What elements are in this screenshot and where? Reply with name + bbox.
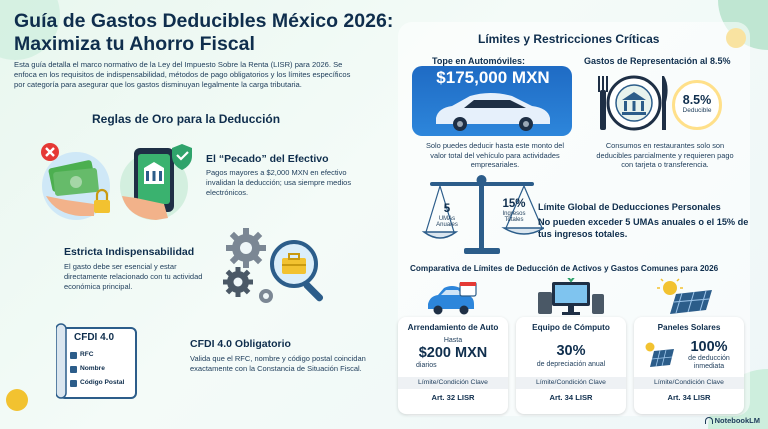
knife-icon bbox=[662, 76, 668, 130]
rule-cash-title: El “Pecado” del Efectivo bbox=[206, 153, 329, 165]
representation-badge-label: Deducible bbox=[682, 107, 712, 114]
rule-cfdi-title: CFDI 4.0 Obligatorio bbox=[190, 338, 291, 350]
lock-icon bbox=[94, 188, 110, 213]
card-title: Arrendamiento de Auto bbox=[407, 323, 499, 332]
auto-limit-text: Solo puedes deducir hasta este monto del… bbox=[425, 141, 565, 170]
card-note: Límite/Condición Clave bbox=[398, 377, 508, 389]
rule-indispensable-text: El gasto debe ser esencial y estar direc… bbox=[64, 262, 203, 291]
balance-scale-icon bbox=[421, 175, 544, 254]
gear-icon bbox=[223, 267, 253, 297]
gear-icon bbox=[259, 289, 273, 303]
calendar-icon bbox=[459, 282, 477, 297]
brand-logo-icon bbox=[704, 417, 713, 424]
card-article: Art. 32 LISR bbox=[431, 393, 475, 402]
cfdi-doc-title: CFDI 4.0 bbox=[74, 332, 115, 343]
brand-logo: NotebookLM bbox=[704, 416, 760, 425]
auto-limit-amount: $175,000 MXN bbox=[436, 68, 550, 87]
scale-right: 15% Ingresos Totales bbox=[496, 198, 532, 224]
gears-briefcase-illustration bbox=[223, 228, 324, 303]
cfdi-field-rfc: RFC bbox=[80, 351, 94, 358]
card-pre: Hasta bbox=[443, 337, 463, 344]
scale-left: 5 UMAs Anuales bbox=[432, 203, 462, 229]
card-title: Paneles Solares bbox=[657, 323, 721, 332]
rule-cfdi-text: Valida que el RFC, nombre y código posta… bbox=[190, 354, 366, 373]
card-article: Art. 34 LISR bbox=[549, 393, 593, 402]
cfdi-field-cp: Código Postal bbox=[80, 379, 125, 386]
scale-right-value: 15% bbox=[502, 198, 526, 210]
card-sub: de depreciación anual bbox=[536, 361, 606, 368]
gear-icon bbox=[226, 228, 266, 268]
scale-right-label: Ingresos Totales bbox=[502, 210, 526, 224]
card-article: Art. 34 LISR bbox=[667, 393, 711, 402]
restaurant-plate-illustration bbox=[598, 75, 668, 131]
checkbox-icon bbox=[70, 352, 77, 387]
card-title: Equipo de Cómputo bbox=[532, 323, 610, 332]
solar-panel-icon bbox=[657, 278, 712, 314]
solar-panel-icon bbox=[645, 342, 674, 367]
card-sub: diarios bbox=[416, 362, 437, 369]
comparison-card-solar: Paneles Solares 100% de deducción inmedi… bbox=[634, 317, 744, 414]
scale-left-label: UMAs Anuales bbox=[436, 215, 458, 229]
fork-icon bbox=[598, 76, 608, 130]
card-sub: de deducción inmediata bbox=[688, 355, 730, 371]
representation-badge-value: 8.5% bbox=[682, 93, 712, 107]
rule-indispensable-title: Estricta Indispensabilidad bbox=[64, 246, 195, 258]
shield-check-icon bbox=[172, 144, 192, 170]
brand-logo-text: NotebookLM bbox=[714, 416, 760, 425]
comparison-card-computer: Equipo de Cómputo 30% de depreciación an… bbox=[516, 317, 626, 414]
computer-icon bbox=[538, 278, 604, 315]
cfdi-field-nombre: Nombre bbox=[80, 365, 105, 372]
bank-icon bbox=[622, 92, 646, 115]
car-icon bbox=[436, 93, 550, 131]
intro-text: Esta guía detalla el marco normativo de … bbox=[14, 60, 351, 89]
card-value: 30% bbox=[556, 343, 586, 359]
representation-badge: 8.5% Deducible bbox=[672, 80, 722, 130]
page-title: Guía de Gastos Deducibles México 2026: M… bbox=[14, 10, 394, 56]
comparison-heading: Comparativa de Límites de Deducción de A… bbox=[410, 264, 719, 273]
representation-title: Gastos de Representación al 8.5% bbox=[584, 56, 731, 66]
briefcase-icon bbox=[282, 253, 306, 274]
cash-vs-card-illustration bbox=[41, 143, 192, 220]
cash-icon bbox=[48, 160, 99, 196]
card-note: Límite/Condición Clave bbox=[634, 377, 744, 389]
cfdi-document-illustration bbox=[56, 323, 137, 399]
auto-limit-title: Tope en Automóviles: bbox=[432, 56, 526, 66]
card-value: 100% bbox=[690, 339, 728, 355]
decorative-dot bbox=[6, 389, 28, 411]
global-limit-title: Límite Global de Deducciones Personales bbox=[538, 202, 721, 212]
comparison-card-auto: Arrendamiento de Auto Hasta $200 MXN dia… bbox=[398, 317, 508, 414]
bank-phone-icon bbox=[134, 148, 174, 212]
limits-heading: Límites y Restricciones Críticas bbox=[478, 32, 660, 46]
scale-left-value: 5 bbox=[443, 203, 451, 215]
card-note: Límite/Condición Clave bbox=[516, 377, 626, 389]
car-icon bbox=[428, 282, 477, 315]
rules-heading: Reglas de Oro para la Deducción bbox=[92, 112, 281, 126]
card-value: $200 MXN bbox=[418, 345, 488, 361]
global-limit-text: No pueden exceder 5 UMAs anuales o el 15… bbox=[538, 217, 749, 240]
representation-text: Consumos en restaurantes solo son deduci… bbox=[596, 141, 734, 170]
rule-cash-text: Pagos mayores a $2,000 MXN en efectivo i… bbox=[206, 168, 352, 197]
